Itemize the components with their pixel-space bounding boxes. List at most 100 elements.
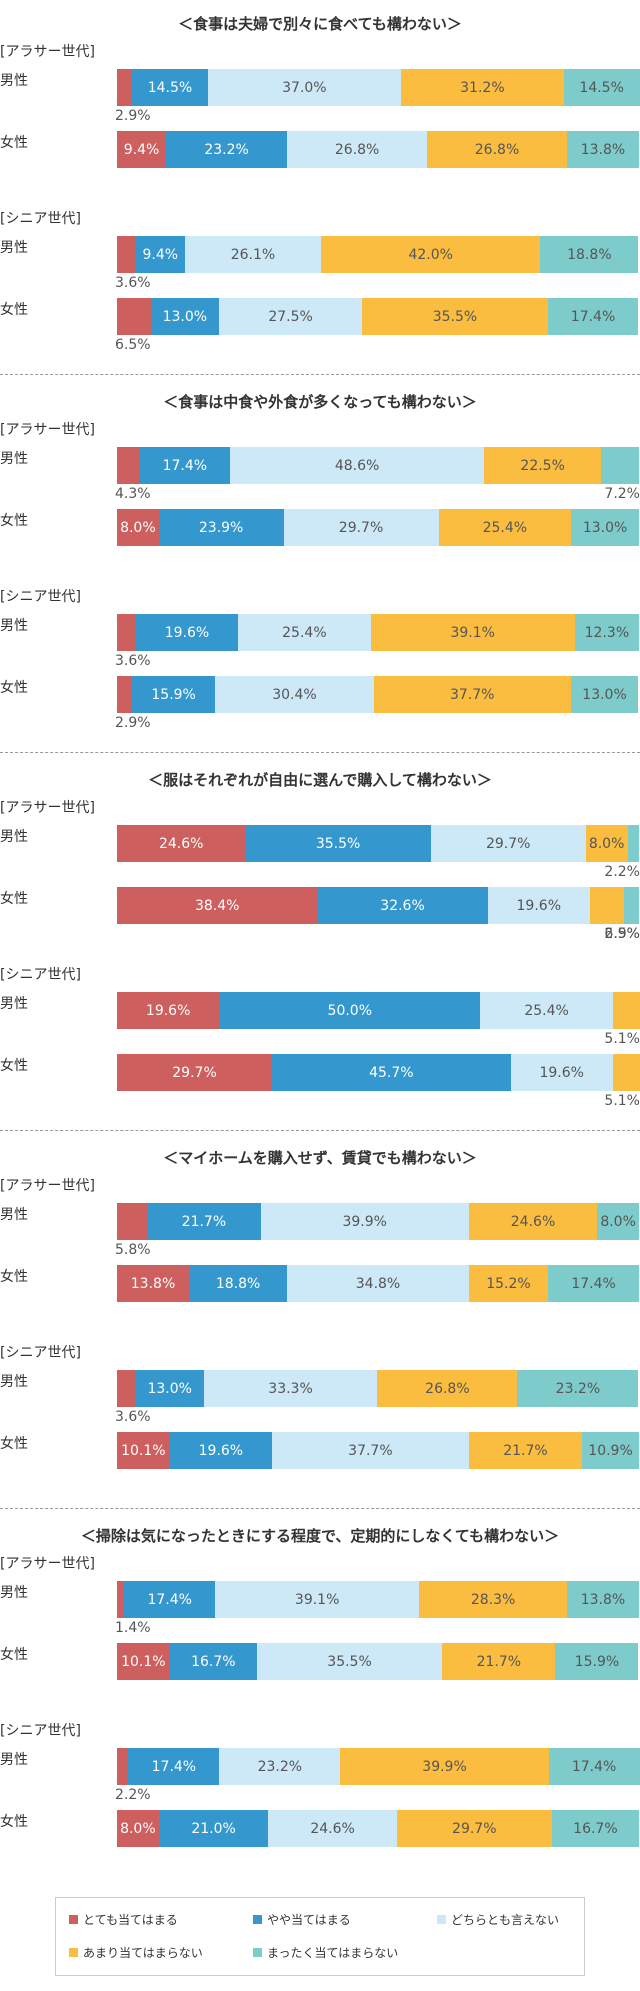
- data-label: 5.8%: [115, 1242, 151, 1258]
- row-label: 男性: [0, 1374, 28, 1390]
- bar-segment-neither: 26.8%: [287, 131, 428, 168]
- bar-segment-very-true: [117, 614, 136, 651]
- group-label: [シニア世代]: [0, 1723, 81, 1739]
- group-label: [アラサー世代]: [0, 1556, 95, 1572]
- bar-segment-not-at-all: 18.8%: [540, 236, 639, 273]
- row-label: 女性: [0, 135, 28, 151]
- bar-segment-somewhat-true: 17.4%: [128, 1748, 220, 1785]
- group-label: [アラサー世代]: [0, 422, 95, 438]
- bar-segment-somewhat-true: 14.5%: [132, 69, 208, 106]
- row-label: 男性: [0, 240, 28, 256]
- bar-segment-very-true: 13.8%: [117, 1265, 190, 1302]
- row-label: 女性: [0, 1436, 28, 1452]
- section-title: ＜掃除は気になったときにする程度で、定期的にしなくても構わない＞: [80, 1527, 560, 1545]
- stacked-bar: 29.7% 45.7% 19.6%: [117, 1054, 640, 1091]
- bar-segment-somewhat-true: 19.6%: [135, 614, 239, 651]
- data-label: 27.5%: [268, 308, 313, 325]
- stacked-bar: 19.6% 25.4% 39.1% 12.3%: [117, 614, 639, 651]
- group-label: [アラサー世代]: [0, 44, 95, 60]
- bar-segment-neither: 35.5%: [256, 1643, 443, 1680]
- data-label: 6.5%: [115, 337, 151, 353]
- bar-segment-very-true: [117, 447, 140, 484]
- bar-segment-neither: 37.7%: [272, 1432, 469, 1469]
- data-label: 23.2%: [555, 1380, 601, 1397]
- data-label: 25.4%: [524, 1002, 569, 1019]
- bar-segment-not-really: [612, 992, 640, 1029]
- row-label: 女性: [0, 680, 28, 696]
- data-label: 9.4%: [123, 141, 160, 158]
- data-label: 29.7%: [172, 1064, 217, 1081]
- bar-segment-not-at-all: 15.9%: [555, 1643, 639, 1680]
- data-label: 16.7%: [573, 1820, 618, 1837]
- data-label: 15.2%: [486, 1275, 531, 1292]
- stacked-bar: 24.6% 35.5% 29.7% 8.0%: [117, 825, 639, 862]
- section-title: ＜食事は夫婦で別々に食べても構わない＞: [178, 15, 462, 33]
- data-label: 23.9%: [198, 519, 244, 536]
- data-label: 35.5%: [315, 835, 361, 852]
- bar-segment-not-at-all: [601, 447, 639, 484]
- legend-label: あまり当てはまらない: [83, 1945, 203, 1960]
- data-label: 26.8%: [425, 1380, 470, 1397]
- data-label: 21.0%: [191, 1820, 236, 1837]
- legend-label: まったく当てはまらない: [267, 1945, 399, 1960]
- bar-segment-neither: 19.6%: [510, 1054, 613, 1091]
- bar-segment-very-true: [117, 1748, 129, 1785]
- section-divider: [0, 752, 640, 753]
- bar-segment-not-at-all: 14.5%: [563, 69, 640, 106]
- bar-segment-very-true: 9.4%: [117, 131, 167, 168]
- data-label: 18.8%: [215, 1275, 261, 1292]
- group-label: [シニア世代]: [0, 1345, 81, 1361]
- stacked-bar: 10.1% 16.7% 35.5% 21.7% 15.9%: [117, 1643, 639, 1680]
- row-label: 男性: [0, 451, 28, 467]
- bar-segment-very-true: 24.6%: [117, 825, 246, 862]
- row-label: 男性: [0, 1207, 28, 1223]
- legend-swatch-not-at-all: [253, 1947, 262, 1957]
- data-label: 42.0%: [408, 246, 453, 263]
- group-label: [アラサー世代]: [0, 800, 95, 816]
- data-label: 29.7%: [338, 519, 384, 536]
- bar-segment-neither: 19.6%: [487, 887, 590, 924]
- data-label: 1.4%: [115, 1620, 151, 1636]
- data-label: 19.6%: [198, 1442, 244, 1459]
- data-label: 2.2%: [604, 864, 640, 880]
- row-label: 女性: [0, 1058, 28, 1074]
- data-label: 6.5%: [604, 926, 640, 942]
- data-label: 48.6%: [334, 457, 380, 474]
- bar-segment-not-at-all: 13.0%: [570, 676, 639, 713]
- bar-segment-not-really: 39.1%: [370, 614, 575, 651]
- stacked-bar: 10.1% 19.6% 37.7% 21.7% 10.9%: [117, 1432, 639, 1469]
- data-label: 5.1%: [604, 1031, 640, 1047]
- data-label: 39.9%: [422, 1758, 467, 1775]
- bar-segment-somewhat-true: 17.4%: [124, 1581, 216, 1618]
- bar-segment-somewhat-true: 9.4%: [135, 236, 185, 273]
- data-label: 17.4%: [570, 308, 616, 325]
- section-divider: [0, 1508, 640, 1509]
- data-label: 13.8%: [130, 1275, 176, 1292]
- legend-item-not-really: あまり当てはまらない: [69, 1943, 203, 1961]
- data-label: 31.2%: [460, 79, 505, 96]
- data-label: 22.5%: [520, 457, 565, 474]
- bar-segment-neither: 33.3%: [203, 1370, 378, 1407]
- bar-segment-not-at-all: [627, 825, 639, 862]
- row-label: 女性: [0, 891, 28, 907]
- data-label: 17.4%: [162, 457, 208, 474]
- data-label: 13.0%: [147, 1380, 192, 1397]
- row-label: 女性: [0, 302, 28, 318]
- data-label: 13.8%: [580, 141, 626, 158]
- bar-segment-not-really: 24.6%: [468, 1203, 598, 1240]
- data-label: 10.1%: [121, 1442, 166, 1459]
- data-label: 17.4%: [151, 1758, 197, 1775]
- section-divider: [0, 1130, 640, 1131]
- stacked-bar: 13.0% 33.3% 26.8% 23.2%: [117, 1370, 639, 1407]
- data-label: 25.4%: [282, 624, 327, 641]
- bar-segment-neither: 37.0%: [207, 69, 401, 106]
- bar-segment-somewhat-true: 35.5%: [245, 825, 431, 862]
- bar-segment-neither: 24.6%: [268, 1810, 397, 1847]
- legend-swatch-somewhat-true: [253, 1914, 262, 1924]
- bar-segment-not-at-all: 13.8%: [566, 131, 639, 168]
- row-label: 男性: [0, 618, 28, 634]
- bar-segment-not-really: 21.7%: [468, 1432, 583, 1469]
- bar-segment-neither: 39.1%: [215, 1581, 420, 1618]
- bar-segment-somewhat-true: 17.4%: [139, 447, 231, 484]
- bar-segment-not-really: 22.5%: [483, 447, 602, 484]
